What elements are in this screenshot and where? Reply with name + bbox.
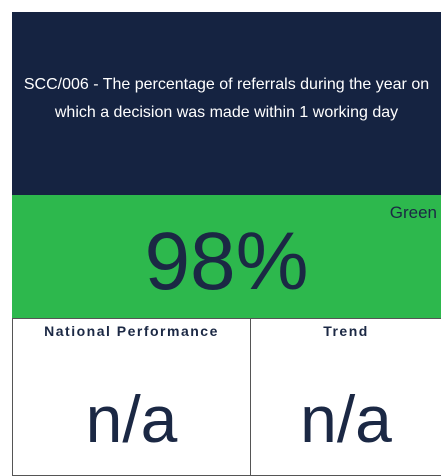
status-band: Green 98% bbox=[12, 195, 441, 318]
panel-value: n/a bbox=[85, 382, 178, 456]
status-value: 98% bbox=[144, 216, 309, 307]
status-label: Green bbox=[389, 203, 437, 222]
panel-title: National Performance bbox=[44, 323, 219, 339]
panel-title: Trend bbox=[323, 323, 369, 339]
header: SCC/006 - The percentage of referrals du… bbox=[12, 12, 441, 195]
panel-value: n/a bbox=[300, 382, 392, 456]
panel: Trend n/a bbox=[250, 318, 441, 476]
header-title: SCC/006 - The percentage of referrals du… bbox=[23, 75, 430, 121]
panel: National Performance n/a bbox=[12, 318, 251, 476]
